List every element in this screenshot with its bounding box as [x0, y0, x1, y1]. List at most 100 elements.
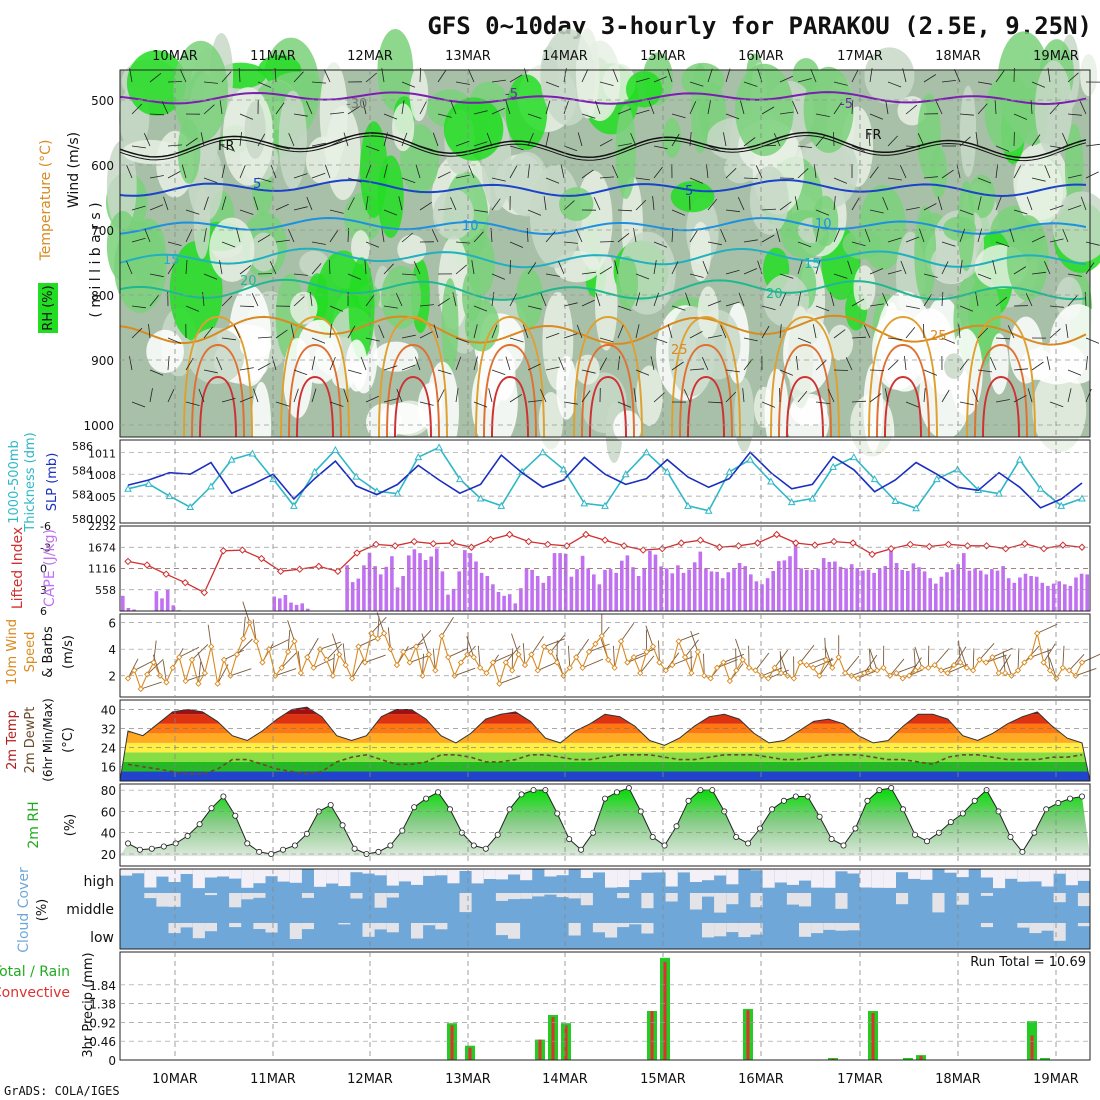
- rh-point: [661, 842, 668, 849]
- contour-label: 25: [930, 329, 947, 344]
- cape-bar: [345, 565, 349, 611]
- wind-barb: [329, 305, 344, 312]
- temp-tick: 40: [101, 704, 116, 718]
- wind-barb: [324, 164, 331, 179]
- wind-barb: [797, 78, 812, 83]
- cloud-gap: [617, 893, 630, 899]
- wind-barb-10m: [377, 616, 380, 639]
- wind-barb: [527, 113, 542, 119]
- wind-speed-point: [1014, 667, 1022, 674]
- warm-contour-arch: [378, 315, 448, 438]
- wind-barb: [126, 260, 133, 275]
- wind-speed-point: [918, 664, 926, 671]
- wind-barb: [977, 81, 992, 85]
- date-label-top: 19MAR: [1033, 49, 1079, 64]
- wind-barb: [347, 273, 362, 280]
- cape-bar: [934, 583, 938, 611]
- wind-barb-10m: [779, 654, 788, 676]
- wind-barb: [599, 357, 608, 371]
- wind-barb: [347, 177, 362, 183]
- panel-precip-bg: [120, 952, 1090, 1060]
- cloud-gap: [168, 893, 181, 907]
- wind-barb: [995, 164, 999, 179]
- rh-point: [792, 793, 799, 800]
- wind-barb: [491, 273, 506, 280]
- cloud-gap: [508, 869, 521, 875]
- cape-bar: [535, 576, 540, 611]
- wind-barb: [884, 388, 889, 403]
- wind-barb: [185, 229, 193, 243]
- precip-convective-bar: [919, 1055, 923, 1060]
- wind-speed-point: [528, 651, 535, 658]
- cloud-gap: [362, 923, 375, 937]
- cape-bar: [356, 578, 361, 611]
- wind-barb: [509, 145, 524, 151]
- wind-barb: [347, 106, 360, 115]
- wind-barb: [239, 305, 255, 308]
- freezing-contour: [119, 135, 1087, 162]
- wind-barb: [995, 399, 1010, 403]
- rh-shade-blob: [853, 265, 876, 311]
- cape-bar: [838, 566, 843, 611]
- warm-contour-arch: [589, 375, 627, 438]
- wind-barb: [129, 356, 133, 371]
- wind-barb: [833, 329, 846, 339]
- wind-barb: [414, 356, 421, 371]
- wind-speed-point: [713, 664, 721, 671]
- cloud-gap: [1041, 869, 1054, 887]
- ylabel-thickness-2: Thickness (dm): [23, 432, 38, 532]
- cape-bar: [451, 588, 456, 611]
- rh-point: [125, 840, 132, 847]
- panel-rh-frame: [119, 783, 1091, 867]
- wind-barb: [131, 145, 146, 149]
- ylabel-wind10-4: (m/s): [61, 635, 76, 669]
- wind-barb: [863, 325, 871, 339]
- warm-contour-arch: [483, 343, 537, 438]
- wind-barb: [1031, 81, 1046, 88]
- wind-barb: [488, 388, 493, 403]
- wind-barb: [360, 356, 367, 371]
- panel-precip-frame: [119, 951, 1091, 1061]
- wind-barb: [239, 367, 254, 371]
- wind-speed-point: [656, 659, 663, 666]
- wind-barb-10m: [252, 619, 257, 642]
- thickness-point: [331, 445, 340, 453]
- warm-contour-arch: [288, 343, 342, 438]
- wind-barb-10m: [914, 646, 923, 668]
- wind-barb: [779, 75, 793, 83]
- wind-speed-point: [374, 635, 381, 642]
- rh-point: [435, 789, 442, 796]
- wind-barb-10m: [672, 656, 693, 666]
- wind-barb: [671, 209, 686, 216]
- wind-barb: [650, 356, 655, 371]
- pressure-tick-label: 900: [91, 354, 114, 368]
- cloud-gap: [605, 923, 618, 938]
- wind-speed-point: [771, 664, 778, 671]
- cape-bar: [446, 594, 450, 611]
- wind-barb: [743, 358, 753, 371]
- wind-barb: [740, 100, 745, 115]
- cloud-gap: [980, 893, 993, 896]
- wind-barb: [365, 164, 372, 179]
- wind-barb: [1067, 72, 1079, 83]
- wind-barb-10m: [799, 644, 815, 663]
- lifted-index-point: [639, 546, 647, 554]
- precip-convective-bar: [871, 1013, 875, 1060]
- wind-barb: [1067, 113, 1082, 116]
- wind-barb: [558, 356, 565, 371]
- wind-speed-point: [841, 669, 849, 677]
- cape-bar: [653, 554, 658, 611]
- wind-barb: [563, 241, 578, 244]
- wind-barb-10m: [162, 660, 167, 683]
- wind-barb: [437, 389, 445, 403]
- wind-barb-10m: [217, 664, 229, 684]
- cape-bar: [715, 571, 719, 611]
- wind-barb-10m: [153, 640, 157, 663]
- wind-barb: [815, 260, 821, 275]
- cloud-gap: [1029, 923, 1042, 934]
- wind-barb: [329, 230, 339, 243]
- wind-barb: [401, 334, 416, 339]
- wind-barb: [923, 293, 932, 307]
- wind-barb: [1013, 395, 1027, 403]
- wind-barb: [869, 393, 882, 403]
